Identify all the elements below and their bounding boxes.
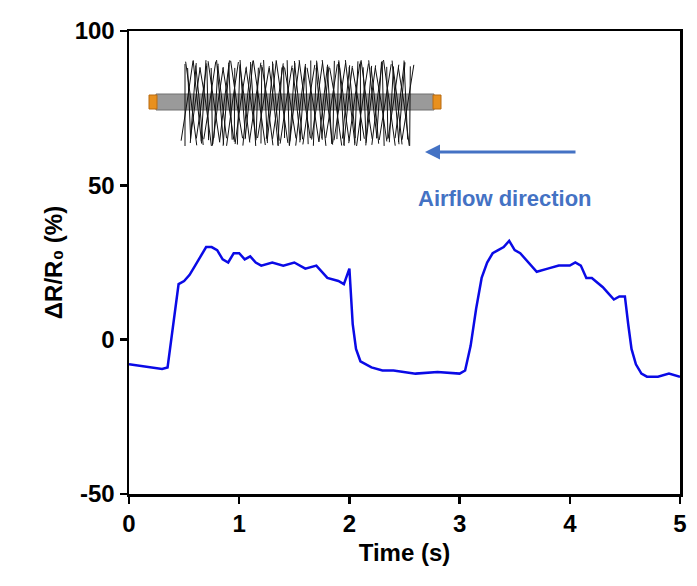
svg-text:5: 5 <box>673 510 686 537</box>
svg-text:Airflow direction: Airflow direction <box>418 186 592 211</box>
svg-text:1: 1 <box>233 510 246 537</box>
svg-text:100: 100 <box>75 17 115 44</box>
svg-text:0: 0 <box>101 326 114 353</box>
svg-text:4: 4 <box>563 510 577 537</box>
svg-text:0: 0 <box>122 510 135 537</box>
svg-text:50: 50 <box>88 172 115 199</box>
svg-text:2: 2 <box>343 510 356 537</box>
svg-text:ΔR/R₀ (%): ΔR/R₀ (%) <box>40 206 67 319</box>
svg-text:-50: -50 <box>80 480 115 507</box>
svg-text:Time (s): Time (s) <box>359 539 451 566</box>
svg-text:3: 3 <box>453 510 466 537</box>
